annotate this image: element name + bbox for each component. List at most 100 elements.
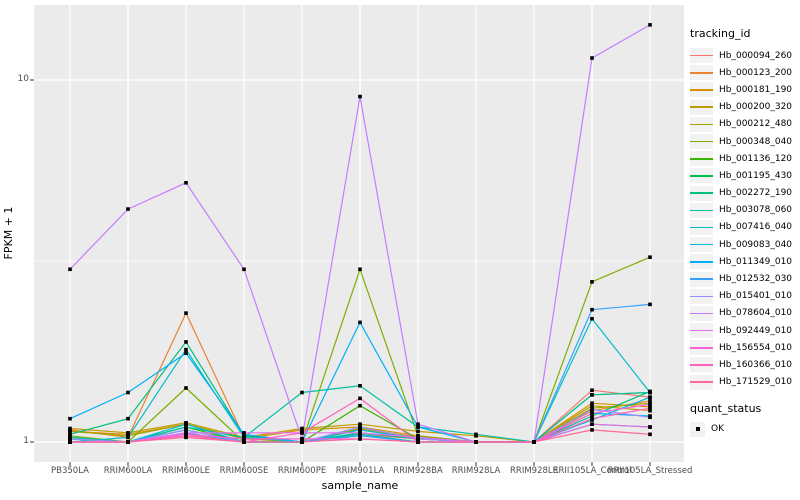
data-point bbox=[590, 422, 594, 426]
legend-key-line-icon bbox=[690, 357, 713, 373]
legend: tracking_id Hb_000094_260 Hb_000123_200 Hb… bbox=[690, 27, 800, 438]
square-point-icon bbox=[690, 421, 705, 437]
legend-key-line-icon bbox=[690, 99, 713, 115]
data-point bbox=[474, 440, 478, 444]
legend-entry: Hb_011349_010 bbox=[690, 253, 800, 270]
legend-key-line-icon bbox=[690, 134, 713, 150]
legend-key-color-line bbox=[690, 295, 713, 298]
data-point bbox=[590, 393, 594, 397]
legend-key-color-line bbox=[690, 175, 713, 177]
legend-key-color-line bbox=[690, 54, 713, 57]
data-point bbox=[416, 435, 420, 440]
legend-entry: Hb_007416_040 bbox=[690, 219, 800, 236]
data-point bbox=[416, 429, 420, 434]
legend-entry-label: Hb_002272_190 bbox=[719, 188, 793, 199]
data-point bbox=[648, 395, 652, 399]
data-point bbox=[242, 440, 246, 444]
legend-key-line-icon bbox=[690, 82, 713, 98]
x-tick-label: RRIM600LA bbox=[103, 466, 153, 476]
x-tick-label: RRIM600PE bbox=[277, 466, 327, 476]
data-point bbox=[532, 440, 536, 444]
legend-key-line-icon bbox=[690, 48, 713, 64]
legend-entry: Hb_000212_480 bbox=[690, 116, 800, 133]
data-point bbox=[648, 425, 652, 429]
legend-key-color-line bbox=[690, 106, 713, 108]
legend-entry: Hb_171529_010 bbox=[690, 374, 800, 391]
data-point bbox=[648, 402, 652, 407]
legend-entry-label: Hb_000212_480 bbox=[719, 119, 793, 130]
legend-key-color-line bbox=[690, 329, 713, 332]
legend-key-color-line bbox=[690, 347, 713, 349]
data-point bbox=[590, 403, 594, 408]
legend-entry: Hb_009083_040 bbox=[690, 236, 800, 253]
legend-entry: Hb_012532_030 bbox=[690, 270, 800, 287]
legend-key-line-icon bbox=[690, 116, 713, 132]
data-point bbox=[474, 432, 478, 437]
data-point bbox=[184, 181, 188, 185]
data-point bbox=[126, 390, 130, 395]
data-point bbox=[126, 416, 130, 421]
legend-key-color-line bbox=[690, 192, 713, 194]
panel-background bbox=[34, 5, 684, 462]
legend-entry: Hb_000181_190 bbox=[690, 81, 800, 98]
legend-key-color-line bbox=[690, 140, 713, 143]
data-point bbox=[300, 431, 304, 435]
y-tick-label: 1 bbox=[23, 436, 29, 446]
legend-key-line-icon bbox=[690, 271, 713, 287]
x-tick-label: RRII105LA_Control bbox=[552, 466, 632, 476]
data-point bbox=[184, 435, 188, 440]
legend-entry-label: Hb_092449_010 bbox=[719, 325, 793, 336]
legend-entry-label: Hb_012532_030 bbox=[719, 274, 793, 285]
x-tick-label: RRIM600LE bbox=[162, 466, 210, 476]
legend-entry-label: Hb_000123_200 bbox=[719, 67, 793, 78]
data-point bbox=[590, 414, 594, 418]
data-point bbox=[358, 437, 362, 441]
data-point bbox=[648, 432, 652, 437]
data-point bbox=[358, 403, 362, 408]
tracking-id-legend-entries: Hb_000094_260 Hb_000123_200 Hb_000181_190 H… bbox=[690, 47, 800, 391]
data-point bbox=[68, 437, 72, 441]
legend-entry: Hb_000348_040 bbox=[690, 133, 800, 150]
legend-key-line-icon bbox=[690, 288, 713, 304]
data-point bbox=[184, 340, 188, 344]
legend-entry: Hb_015401_010 bbox=[690, 288, 800, 305]
legend-key-line-icon bbox=[690, 219, 713, 235]
data-point bbox=[590, 428, 594, 432]
data-point bbox=[648, 415, 652, 420]
x-tick-label: RRIM928BA bbox=[393, 466, 443, 476]
legend-entry-label: Hb_001195_430 bbox=[719, 170, 793, 181]
data-point bbox=[184, 351, 188, 355]
data-point bbox=[590, 307, 594, 312]
quant-status-legend-entries: OK bbox=[690, 421, 800, 438]
data-point bbox=[358, 422, 362, 426]
data-point bbox=[416, 422, 420, 426]
legend-key-line-icon bbox=[690, 305, 713, 321]
legend-key-color-line bbox=[690, 243, 713, 246]
data-point bbox=[590, 416, 594, 421]
legend-entry-label: Hb_000181_190 bbox=[719, 84, 793, 95]
legend-entry: Hb_078604_010 bbox=[690, 305, 800, 322]
data-point bbox=[590, 316, 594, 321]
data-point bbox=[184, 311, 188, 315]
legend-entry-label: Hb_156554_010 bbox=[719, 342, 793, 353]
legend-title-tracking-id: tracking_id bbox=[690, 27, 751, 40]
legend-entry: Hb_000094_260 bbox=[690, 47, 800, 64]
data-point bbox=[126, 207, 130, 211]
legend-key-line-icon bbox=[690, 65, 713, 81]
legend-key-color-line bbox=[690, 312, 713, 315]
legend-entry: Hb_001195_430 bbox=[690, 167, 800, 184]
legend-key-line-icon bbox=[690, 185, 713, 201]
legend-key-line-icon bbox=[690, 237, 713, 253]
legend-entry: Hb_003078_060 bbox=[690, 202, 800, 219]
legend-entry-label: Hb_160366_010 bbox=[719, 359, 793, 370]
x-axis-title: sample_name bbox=[321, 479, 399, 492]
legend-key-line-icon bbox=[690, 202, 713, 218]
data-point bbox=[416, 425, 420, 429]
data-point bbox=[126, 435, 130, 440]
data-point bbox=[184, 386, 188, 390]
legend-title-quant-status: quant_status bbox=[690, 401, 762, 415]
x-tick-label: RRIM600SE bbox=[219, 466, 269, 476]
legend-entry-label: Hb_171529_010 bbox=[719, 377, 793, 388]
